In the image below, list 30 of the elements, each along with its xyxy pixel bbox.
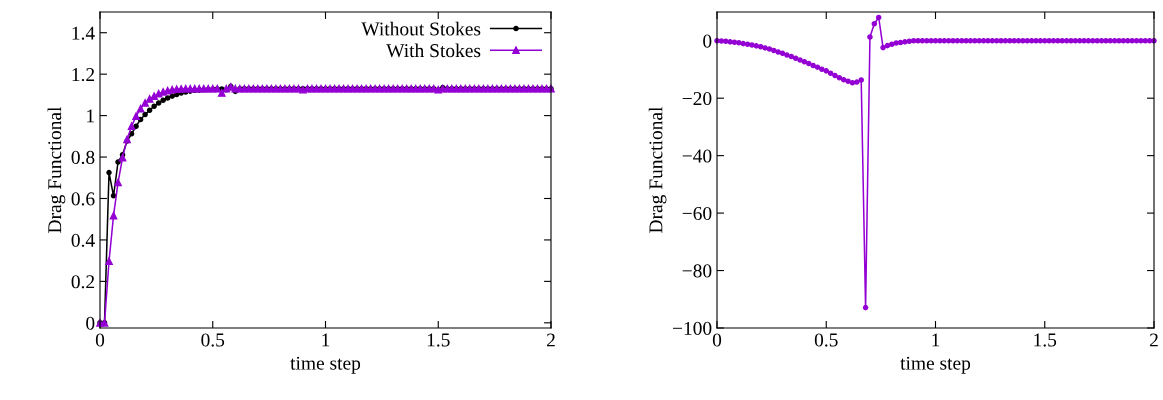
x-axis-title: time step xyxy=(290,356,361,374)
y-tick-label: 0.4 xyxy=(71,233,95,247)
x-tick-label: 1 xyxy=(322,333,330,347)
y-tick-label: −60 xyxy=(682,206,712,221)
legend-label: Without Stokes xyxy=(361,21,481,36)
x-tick-label: 1 xyxy=(932,333,940,347)
y-tick-label: 0 xyxy=(86,316,95,330)
x-tick-label: 0 xyxy=(712,333,722,347)
y-axis-title: Drag Functional xyxy=(47,106,66,233)
y-tick-label: −20 xyxy=(682,92,712,106)
y-tick-label: 0.6 xyxy=(71,192,95,206)
y-tick-label: −40 xyxy=(682,149,712,163)
x-axis-title: time step xyxy=(900,356,971,374)
y-tick-label: 0 xyxy=(703,34,712,48)
y-tick-label: −100 xyxy=(672,321,712,335)
x-tick-label: 0.5 xyxy=(201,333,225,347)
x-tick-label: 0.5 xyxy=(814,333,838,347)
y-axis-title: Drag Functional xyxy=(648,106,667,233)
y-tick-label: −80 xyxy=(682,264,712,278)
legend-label: With Stokes xyxy=(386,43,481,58)
x-tick-label: 2 xyxy=(546,333,555,347)
y-tick-label: 0.2 xyxy=(71,275,95,289)
x-tick-label: 2 xyxy=(1149,333,1158,347)
y-tick-label: 1 xyxy=(87,109,94,123)
x-tick-label: 1.5 xyxy=(1034,333,1057,347)
y-tick-label: 1.2 xyxy=(72,68,95,82)
y-tick-label: 0.8 xyxy=(71,150,95,165)
y-tick-label: 1.4 xyxy=(72,26,95,40)
x-tick-label: 1.5 xyxy=(427,333,450,347)
x-tick-label: 0 xyxy=(95,333,105,347)
